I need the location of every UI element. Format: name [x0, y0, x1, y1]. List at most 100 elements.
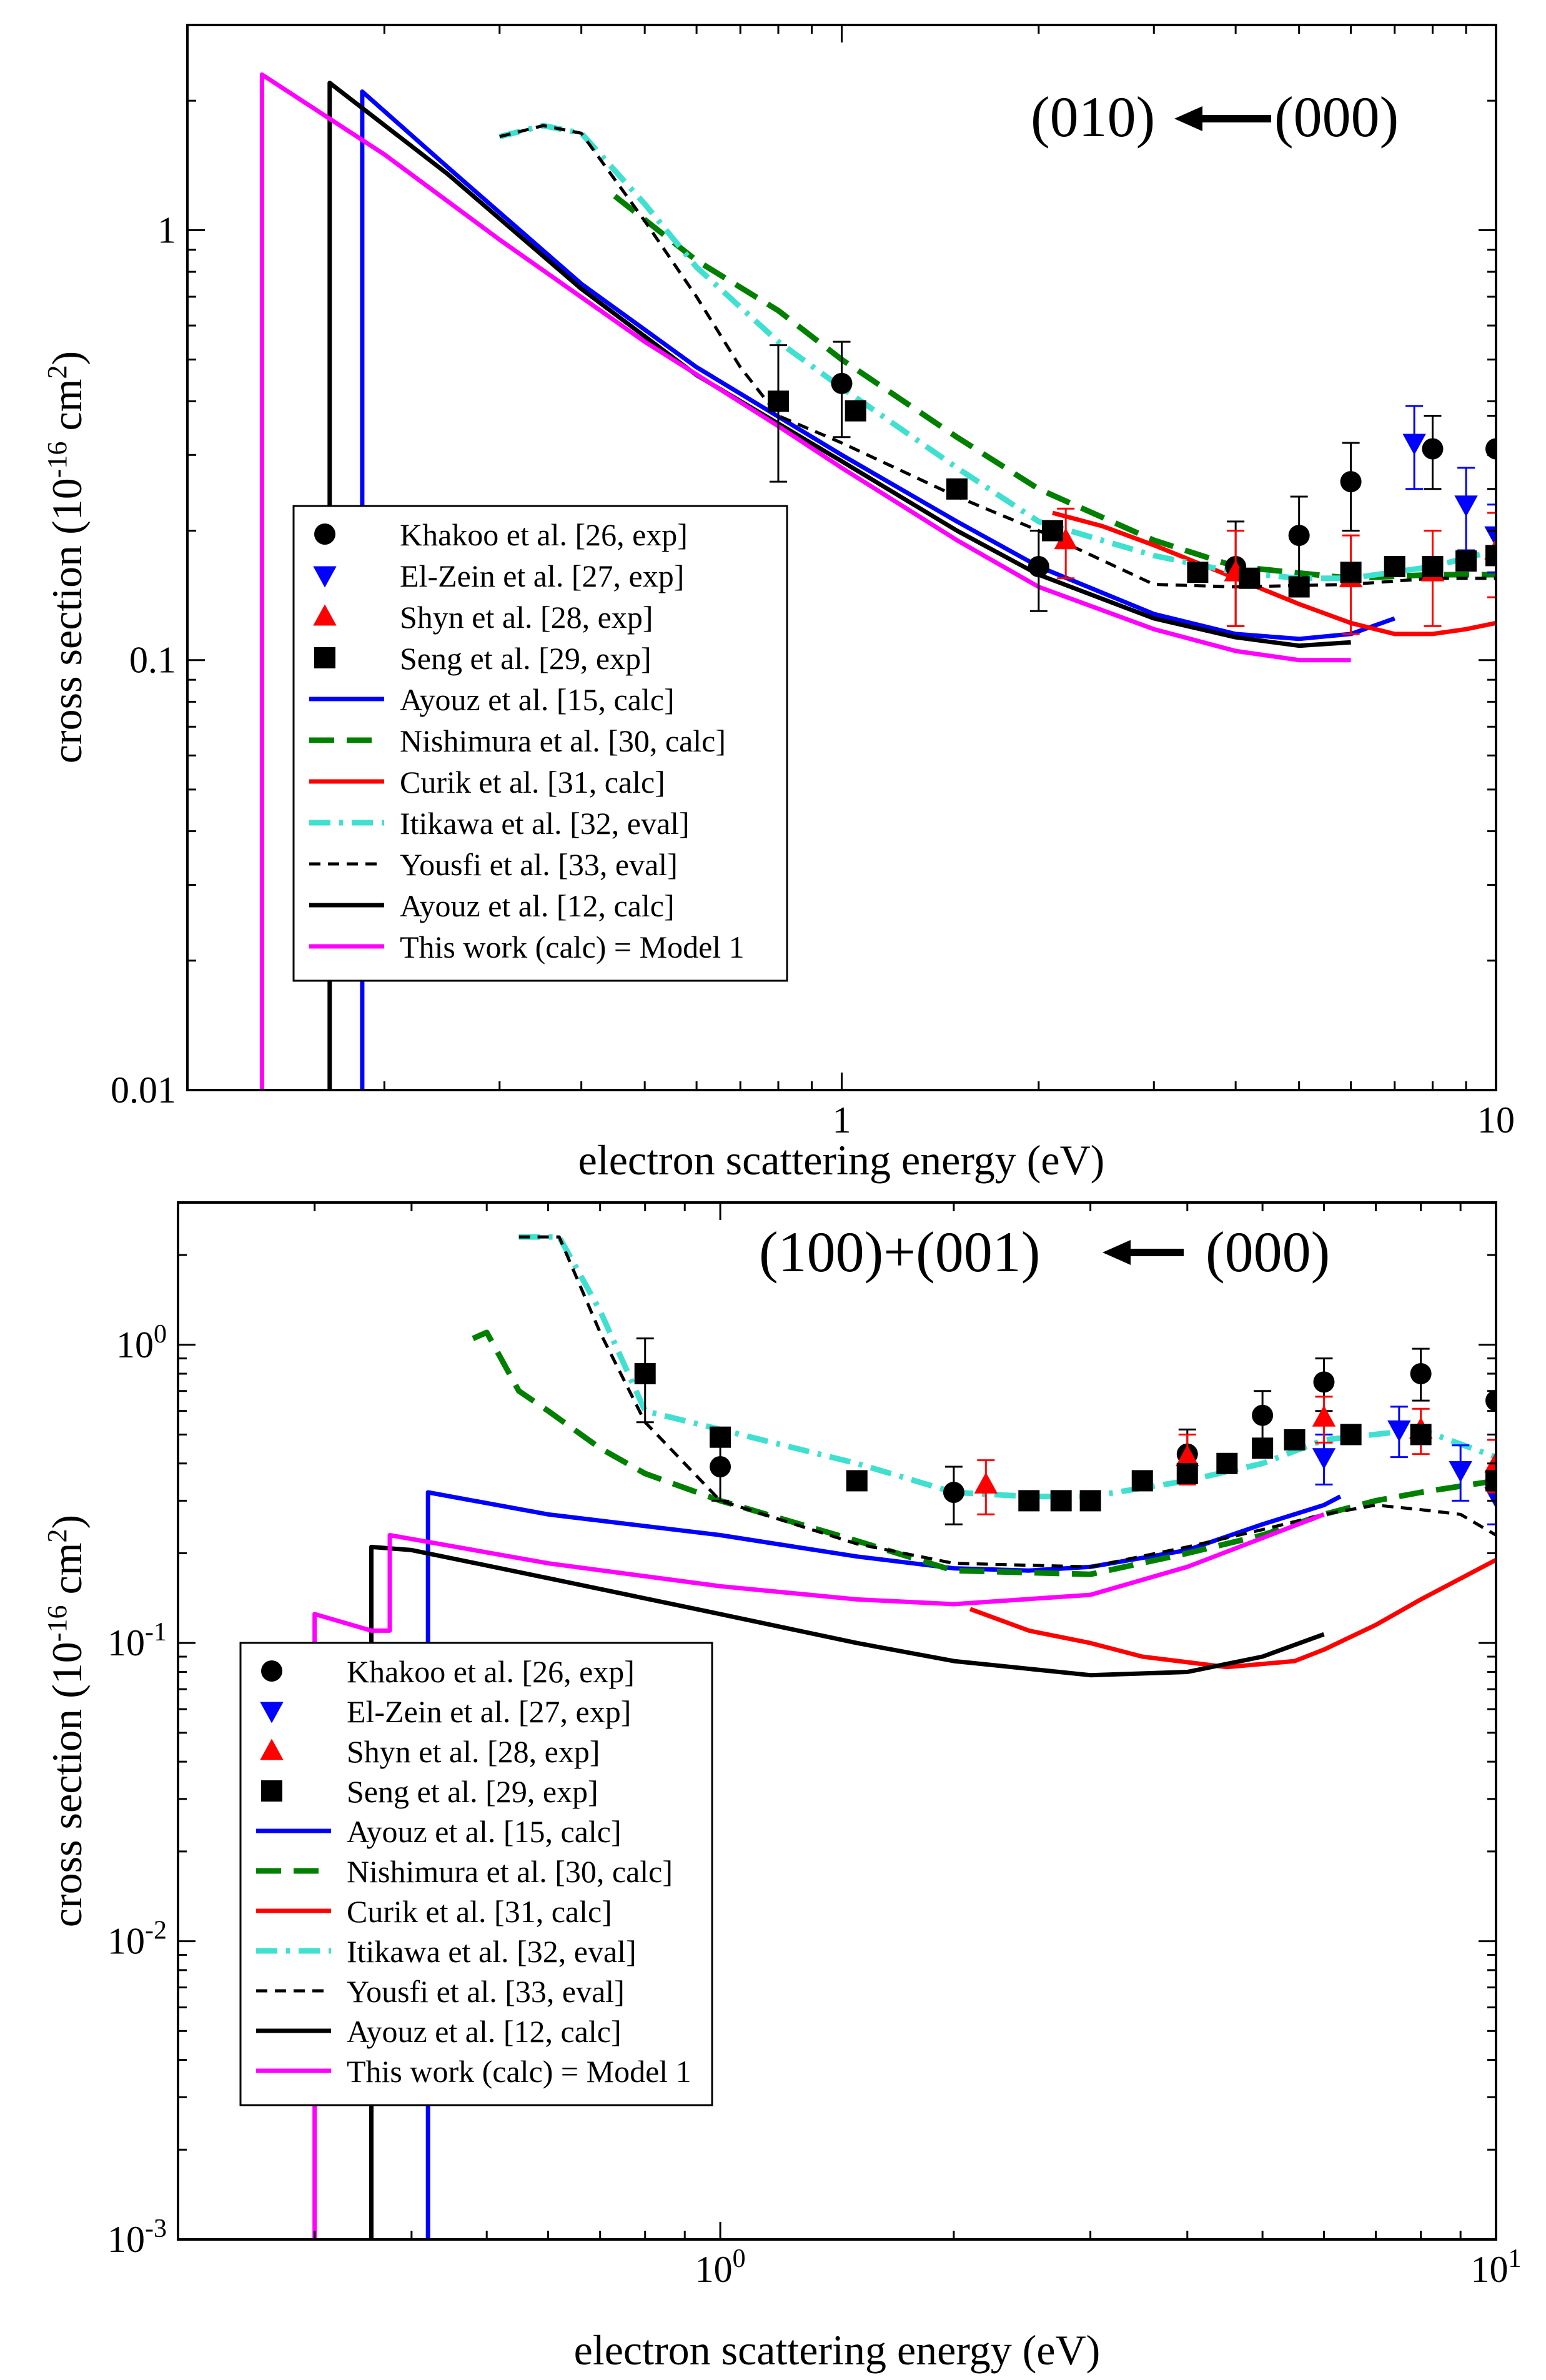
y-tick-label: 0.01 [111, 1069, 176, 1111]
series-points-el-zein-et-al-27-exp [1402, 405, 1496, 573]
data-point [1485, 1390, 1496, 1412]
data-point [1484, 526, 1496, 548]
legend-entry-nishimura-et-al-30-calc: Nishimura et al. [30, calc] [309, 723, 726, 758]
y-tick-label: 100 [116, 1320, 167, 1366]
data-point [831, 372, 853, 394]
legend-entry-nishimura-et-al-30-calc: Nishimura et al. [30, calc] [256, 1854, 673, 1889]
series-layer-top [259, 72, 1496, 1090]
legend-marker [313, 566, 337, 588]
legend-label: Shyn et al. [28, exp] [400, 600, 653, 635]
series-line-itikawa-et-al-32-eval [498, 122, 1496, 582]
legend-marker [313, 604, 337, 626]
legend-label: This work (calc) = Model 1 [347, 2054, 691, 2089]
series-points-el-zein-et-al-27-exp [1312, 1406, 1496, 1525]
y-tick-label: 0.1 [129, 640, 176, 681]
data-point [1176, 1462, 1198, 1484]
data-point [1284, 1429, 1306, 1450]
annotation-initial-state-bottom: (000) [1206, 1220, 1330, 1284]
legend-entry-curik-et-al-31-calc: Curik et al. [31, calc] [309, 765, 665, 800]
legend-label: Curik et al. [31, calc] [400, 765, 665, 800]
legend-label: Yousfi et al. [33, eval] [400, 847, 678, 882]
legend-entry-itikawa-et-al-32-eval: Itikawa et al. [32, eval] [256, 1934, 637, 1969]
annotation-final-state-top: (010) [1031, 85, 1155, 149]
legend-entry-el-zein-et-al-27-exp: El-Zein et al. [27, exp] [260, 1694, 631, 1729]
legend-entry-seng-et-al-29-exp: Seng et al. [29, exp] [314, 641, 652, 676]
legend-top: Khakoo et al. [26, exp] El-Zein et al. [2… [292, 505, 788, 982]
legend-entry-ayouz-et-al-15-calc: Ayouz et al. [15, calc] [256, 1814, 622, 1849]
legend-box [239, 1642, 713, 2106]
legend-marker [314, 647, 335, 668]
chart-panel-top: 1 10 0.01 0.1 1 electron scattering energy (… [42, 24, 1515, 1184]
legend-label: Yousfi et al. [33, eval] [347, 1974, 625, 2009]
data-point [1485, 545, 1496, 567]
x-tick-label: 10 [1477, 1099, 1515, 1141]
data-point [1410, 1363, 1432, 1385]
series-line-this-work-calc-model-1 [259, 72, 1351, 1090]
legend-entry-ayouz-et-al-12-calc: Ayouz et al. [12, calc] [309, 888, 675, 923]
x-axis-label-bottom: electron scattering energy (eV) [574, 2326, 1101, 2374]
x-tick-label: 101 [1471, 2244, 1522, 2290]
legend-label: El-Zein et al. [27, exp] [347, 1694, 631, 1729]
data-point [1422, 556, 1444, 578]
chart-title-top: (010) (000) [1031, 85, 1399, 149]
legend-entry-ayouz-et-al-15-calc: Ayouz et al. [15, calc] [309, 682, 675, 717]
series-line-yousfi-et-al-33-eval [499, 124, 1496, 588]
annotation-arrow-head-top [1174, 106, 1202, 131]
series-line-ayouz-et-al-15-calc [425, 1490, 1342, 2239]
data-point [1288, 525, 1310, 547]
legend-label: Curik et al. [31, calc] [347, 1894, 612, 1929]
data-point [1387, 1420, 1411, 1442]
series-line-nishimura-et-al-30-calc [472, 1329, 1496, 1577]
legend-entry-shyn-et-al-28-exp: Shyn et al. [28, exp] [313, 600, 653, 635]
data-point [1050, 1490, 1072, 1512]
data-point [1340, 471, 1362, 493]
data-point [1187, 562, 1209, 583]
series-line-this-work-calc-model-1 [312, 1512, 1325, 2239]
data-point [1054, 528, 1078, 550]
series-line-ayouz-et-al-12-calc [369, 1544, 1325, 2239]
legend-entry-ayouz-et-al-12-calc: Ayouz et al. [12, calc] [256, 2014, 622, 2049]
legend-entry-curik-et-al-31-calc: Curik et al. [31, calc] [256, 1894, 612, 1929]
legend-entry-khakoo-et-al-26-exp: Khakoo et al. [26, exp] [314, 517, 688, 552]
legend-entry-khakoo-et-al-26-exp: Khakoo et al. [26, exp] [261, 1654, 635, 1689]
data-point [1239, 567, 1261, 589]
annotation-final-state-bottom: (100)+(001) [759, 1220, 1040, 1284]
series-layer-bottom [312, 1234, 1496, 2239]
legend-marker [260, 1702, 284, 1723]
data-point [1384, 556, 1405, 578]
legend-entry-seng-et-al-29-exp: Seng et al. [29, exp] [261, 1774, 598, 1809]
legend-entry-shyn-et-al-28-exp: Shyn et al. [28, exp] [260, 1734, 600, 1769]
series-points-seng-et-al-29-exp [767, 344, 1496, 598]
data-point [1176, 1445, 1199, 1467]
data-point [1422, 438, 1444, 460]
data-point [1340, 562, 1362, 583]
legend-entry-el-zein-et-al-27-exp: El-Zein et al. [27, exp] [313, 558, 684, 593]
y-tick-label: 10-3 [107, 2214, 167, 2260]
y-axis-label-top: cross section (10-16 cm2) [42, 351, 91, 763]
data-point [1410, 1424, 1432, 1445]
series-line-curik-et-al-31-calc [1052, 510, 1496, 637]
legend-label: Khakoo et al. [26, exp] [400, 517, 688, 552]
data-point [710, 1426, 731, 1448]
legend-marker [261, 1660, 282, 1682]
chart-title-bottom: (100)+(001) (000) [759, 1220, 1330, 1284]
data-point [1449, 1460, 1472, 1482]
series-line-ayouz-et-al-15-calc [360, 89, 1395, 1090]
data-point [1079, 1490, 1101, 1512]
data-point [1313, 1371, 1335, 1393]
data-point [1131, 1470, 1153, 1492]
plot-frame-bottom [177, 1201, 1497, 2241]
legend-marker [314, 523, 335, 545]
series-points-khakoo-et-al-26-exp [831, 340, 1496, 627]
axes-ticks-top: 1 10 0.01 0.1 1 [111, 24, 1515, 1141]
data-point [1312, 1405, 1336, 1427]
legend-box [292, 505, 788, 982]
y-axis-label-bottom: cross section (10-16 cm2) [42, 1515, 91, 1927]
y-tick-label: 10-1 [107, 1618, 167, 1664]
data-point [1312, 1448, 1336, 1470]
legend-label: Seng et al. [29, exp] [400, 641, 652, 676]
data-point [1340, 1424, 1362, 1445]
legend-bottom: Khakoo et al. [26, exp] El-Zein et al. [2… [239, 1642, 713, 2106]
axes-ticks-bottom: 100 101 10-3 10-2 10-1 100 [107, 1201, 1522, 2290]
